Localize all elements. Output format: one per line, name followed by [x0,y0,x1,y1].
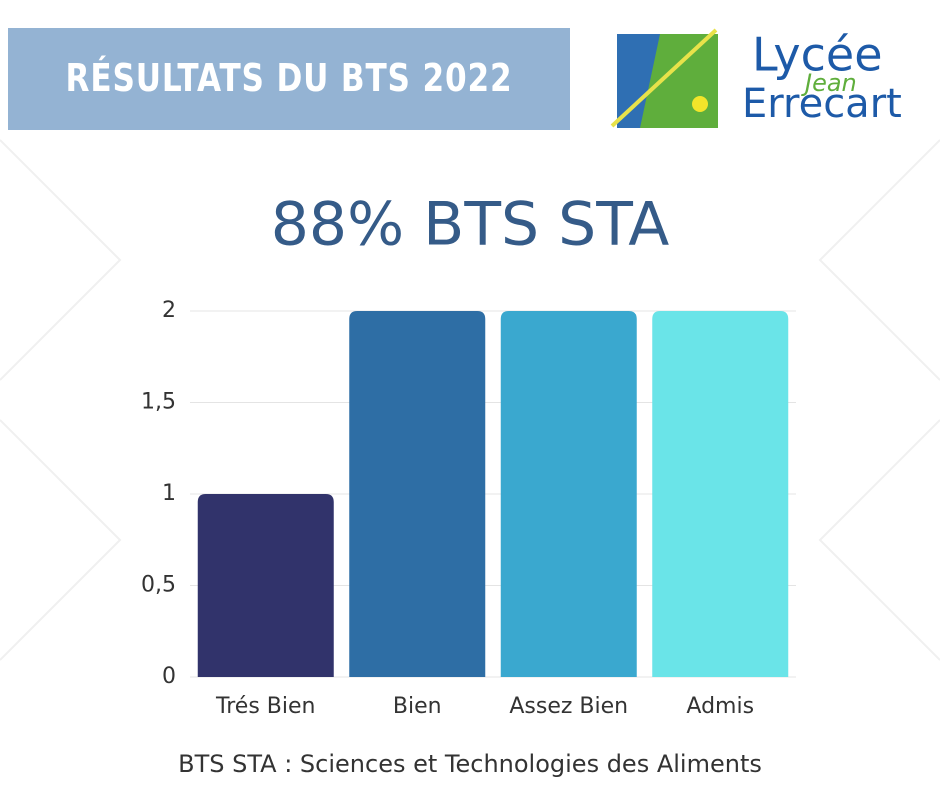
y-tick-label: 1 [162,481,176,506]
y-tick-label: 0 [162,664,176,689]
x-tick-label: Trés Bien [215,694,315,719]
logo-dot [692,96,708,112]
logo-text: Jean [801,69,857,97]
bar [197,494,334,677]
bar [652,311,789,677]
logo-stroke [610,28,718,128]
y-tick-label: 0,5 [141,573,176,598]
logo: Lycée Jean Errecart [610,28,902,128]
x-tick-label: Admis [686,694,754,719]
banner [8,28,570,130]
x-tick-label: Assez Bien [509,694,628,719]
bar [349,311,486,677]
x-tick-label: Bien [393,694,442,719]
background-pattern [0,139,940,661]
chart-title: 88% BTS STA [271,190,670,260]
bar [500,311,637,677]
caption: BTS STA : Sciences et Technologies des A… [178,750,762,778]
banner-title: RÉSULTATS DU BTS 2022 [66,55,513,101]
logo-text: Errecart [742,81,902,127]
logo-text: Lycée [752,28,883,82]
y-tick-label: 2 [162,298,176,323]
y-tick-label: 1,5 [141,390,176,415]
